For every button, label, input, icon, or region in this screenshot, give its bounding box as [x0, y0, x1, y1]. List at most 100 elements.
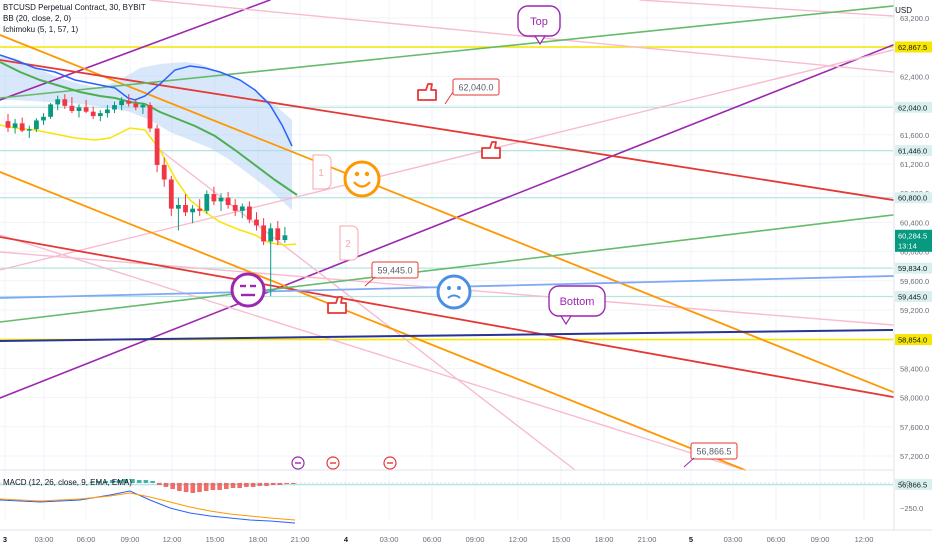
- macd-tick-label[interactable]: −250.0: [900, 504, 923, 513]
- candle[interactable]: [55, 95, 61, 111]
- currency-label[interactable]: USD: [895, 6, 912, 15]
- candle-body[interactable]: [76, 107, 82, 111]
- candle-body[interactable]: [197, 208, 203, 211]
- time-tick-label[interactable]: 09:00: [466, 535, 485, 544]
- candle[interactable]: [261, 218, 266, 246]
- candle[interactable]: [76, 104, 82, 118]
- candle-body[interactable]: [261, 225, 266, 242]
- time-tick-label[interactable]: 06:00: [77, 535, 96, 544]
- candle[interactable]: [62, 94, 68, 109]
- orange-trend-line[interactable]: [0, 171, 746, 471]
- candle-body[interactable]: [282, 235, 288, 241]
- speech-bubble[interactable]: Top: [517, 5, 561, 46]
- price-badge[interactable]: 61,446.0: [895, 145, 932, 157]
- green-trend-line[interactable]: [0, 5, 894, 99]
- candle[interactable]: [190, 205, 195, 224]
- candle-body[interactable]: [218, 197, 224, 202]
- price-tick-label[interactable]: 57,200.0: [900, 452, 929, 461]
- price-badge[interactable]: 62,867.5: [895, 41, 932, 53]
- candle-body[interactable]: [168, 179, 174, 209]
- candle-body[interactable]: [55, 99, 61, 105]
- candle[interactable]: [211, 186, 217, 206]
- candle[interactable]: [105, 105, 110, 118]
- candle[interactable]: [154, 124, 160, 173]
- candle-body[interactable]: [26, 129, 32, 131]
- candle-body[interactable]: [161, 164, 167, 180]
- price-tick-label[interactable]: 61,600.0: [900, 131, 929, 140]
- candle-body[interactable]: [90, 111, 96, 117]
- red-trend-line[interactable]: [0, 236, 894, 398]
- candle-body[interactable]: [239, 206, 245, 211]
- candle[interactable]: [69, 97, 75, 114]
- time-tick-label[interactable]: 06:00: [423, 535, 442, 544]
- green-trend-line[interactable]: [0, 214, 894, 323]
- pink-trend-line[interactable]: [639, 0, 894, 17]
- time-tick-label[interactable]: 03:00: [380, 535, 399, 544]
- candle[interactable]: [204, 190, 210, 214]
- candle-body[interactable]: [232, 205, 238, 211]
- candle[interactable]: [232, 199, 238, 216]
- macd-indicator-label[interactable]: MACD (12, 26, close, 9, EMA, EMA): [3, 478, 132, 487]
- wave-label[interactable]: 2: [339, 225, 359, 261]
- price-badge[interactable]: 59,834.0: [895, 262, 932, 274]
- price-tick-label[interactable]: 58,400.0: [900, 364, 929, 373]
- candle-body[interactable]: [48, 104, 53, 117]
- time-tick-label[interactable]: 12:00: [163, 535, 182, 544]
- candle[interactable]: [126, 94, 132, 107]
- price-badge[interactable]: 60,284.513:14: [895, 229, 932, 252]
- time-tick-label[interactable]: 09:00: [811, 535, 830, 544]
- candle[interactable]: [268, 223, 274, 297]
- candle-body[interactable]: [19, 123, 25, 131]
- time-tick-label[interactable]: 12:00: [855, 535, 874, 544]
- macd-tick-label[interactable]: 0.0: [900, 479, 910, 488]
- candle[interactable]: [12, 118, 18, 134]
- candle[interactable]: [225, 191, 231, 209]
- candle-body[interactable]: [41, 116, 46, 121]
- candle[interactable]: [161, 157, 167, 187]
- time-tick-label[interactable]: 12:00: [509, 535, 528, 544]
- candle[interactable]: [19, 117, 25, 133]
- pink-trend-line[interactable]: [149, 0, 894, 73]
- candle[interactable]: [41, 113, 46, 125]
- pink-trend-line[interactable]: [0, 234, 746, 471]
- candle[interactable]: [218, 193, 224, 211]
- annotations[interactable]: 62,040.0 59,445.0 56,866.5 Top Bottom 1 2: [230, 5, 738, 470]
- price-tick-label[interactable]: 59,600.0: [900, 277, 929, 286]
- candle[interactable]: [183, 194, 188, 216]
- price-axis[interactable]: 63,200.062,800.062,400.062,000.061,600.0…: [893, 0, 932, 530]
- candle[interactable]: [147, 102, 153, 133]
- candle[interactable]: [140, 102, 146, 114]
- red-trend-line[interactable]: [0, 59, 894, 201]
- candle-body[interactable]: [204, 194, 210, 211]
- price-tick-label[interactable]: 59,200.0: [900, 306, 929, 315]
- candle-body[interactable]: [183, 205, 188, 213]
- time-tick-label[interactable]: 09:00: [121, 535, 140, 544]
- candle-body[interactable]: [275, 228, 281, 241]
- time-tick-label[interactable]: 18:00: [595, 535, 614, 544]
- navy-trend-line[interactable]: [0, 329, 894, 342]
- candle-body[interactable]: [190, 208, 195, 213]
- candle-body[interactable]: [225, 197, 231, 206]
- time-tick-label[interactable]: 5: [689, 535, 693, 544]
- candle-body[interactable]: [140, 105, 146, 108]
- candle-body[interactable]: [147, 105, 153, 129]
- us-flag-icon[interactable]: [383, 456, 397, 470]
- neutral-face-icon[interactable]: [230, 272, 266, 308]
- candle-body[interactable]: [211, 194, 217, 202]
- candle[interactable]: [34, 118, 39, 133]
- price-tick-label[interactable]: 60,000.0: [900, 248, 929, 257]
- price-badge[interactable]: 59,445.0: [895, 291, 932, 303]
- time-tick-label[interactable]: 15:00: [206, 535, 225, 544]
- candle-body[interactable]: [126, 100, 132, 104]
- candle-body[interactable]: [62, 99, 68, 106]
- pointing-hand-icon[interactable]: [481, 141, 501, 159]
- time-tick-label[interactable]: 21:00: [291, 535, 310, 544]
- candle[interactable]: [168, 175, 174, 216]
- candle[interactable]: [176, 197, 181, 231]
- candle[interactable]: [239, 203, 245, 219]
- candle[interactable]: [90, 106, 96, 119]
- candle-body[interactable]: [268, 228, 274, 242]
- price-badge[interactable]: 62,040.0: [895, 101, 932, 113]
- pink-trend-line[interactable]: [0, 49, 894, 271]
